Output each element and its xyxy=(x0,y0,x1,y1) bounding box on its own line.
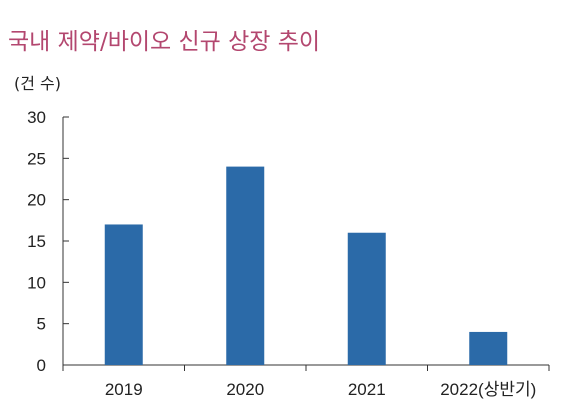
bar-2020 xyxy=(226,166,265,365)
x-axis: 2019 2020 2021 2022(상반기) xyxy=(62,364,550,399)
bars xyxy=(104,166,508,365)
y-tick-label: 30 xyxy=(27,108,46,127)
y-tick-label: 15 xyxy=(27,232,46,251)
y-tick-label: 10 xyxy=(27,273,46,292)
y-tick-label: 25 xyxy=(27,149,46,168)
x-tick-label: 2022(상반기) xyxy=(440,380,536,399)
bar-2022(상반기) xyxy=(469,331,508,365)
x-tick-label: 2021 xyxy=(348,380,386,399)
y-tick-label: 5 xyxy=(37,315,46,334)
bar-2019 xyxy=(104,224,143,365)
x-tick-label: 2019 xyxy=(105,380,143,399)
y-tick-label: 20 xyxy=(27,191,46,210)
x-tick-label: 2020 xyxy=(226,380,264,399)
y-tick-label: 0 xyxy=(37,356,46,375)
y-axis: 0 5 10 15 20 25 30 xyxy=(27,108,69,375)
y-axis-unit-label: (건 수) xyxy=(14,74,62,93)
chart-title: 국내 제약/바이오 신규 상장 추이 xyxy=(8,29,321,55)
bar-2021 xyxy=(347,232,386,365)
